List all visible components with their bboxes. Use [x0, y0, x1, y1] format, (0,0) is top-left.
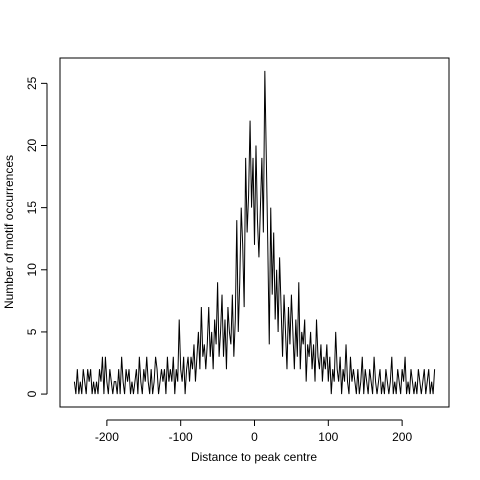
data-line	[73, 70, 436, 395]
x-axis-label: Distance to peak centre	[191, 450, 317, 464]
plot-box	[59, 57, 450, 408]
y-tick-label: 10	[25, 263, 39, 277]
x-tick-label: 0	[251, 430, 258, 444]
y-tick-label: 0	[25, 390, 39, 397]
y-tick-label: 5	[25, 328, 39, 335]
x-tick-label: 200	[392, 430, 412, 444]
y-tick-label: 15	[25, 201, 39, 215]
x-tick-label: 100	[318, 430, 338, 444]
x-tick-label: -100	[169, 430, 193, 444]
y-tick-label: 25	[25, 76, 39, 90]
y-tick-label: 20	[25, 139, 39, 153]
y-axis-label: Number of motif occurrences	[2, 155, 16, 309]
x-tick-label: -200	[95, 430, 119, 444]
